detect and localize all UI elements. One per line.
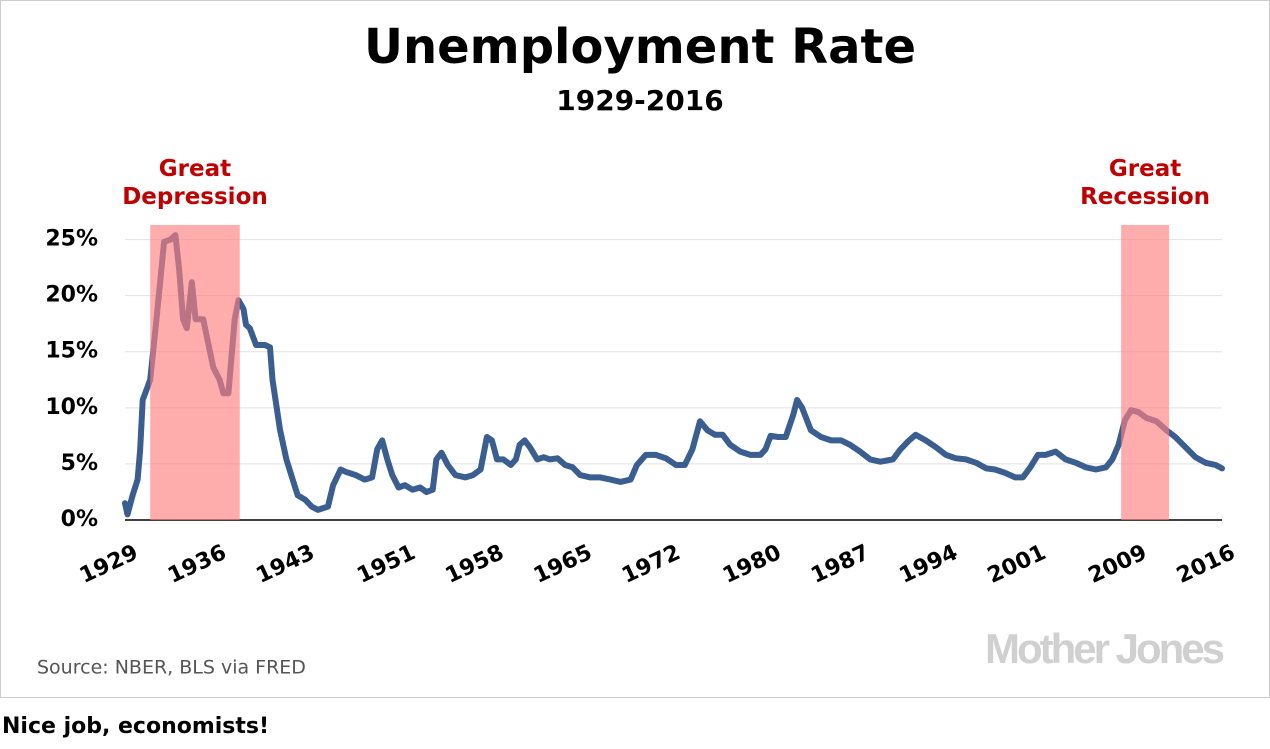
y-tick-label: 20% xyxy=(45,283,98,308)
chart-subtitle: 1929-2016 xyxy=(556,84,723,117)
data-line xyxy=(122,232,1225,518)
shaded-region xyxy=(150,225,240,520)
region-label: Great Recession xyxy=(1080,156,1210,210)
region-label: Great Depression xyxy=(122,156,268,210)
y-tick-label: 15% xyxy=(45,339,98,364)
y-tick-label: 10% xyxy=(45,395,98,420)
region-label-line: Depression xyxy=(122,184,268,210)
caption: Nice job, economists! xyxy=(2,714,269,739)
region-label-line: Great xyxy=(1109,156,1181,182)
y-tick-label: 0% xyxy=(61,507,98,532)
watermark: Mother Jones xyxy=(985,625,1224,672)
y-tick-label: 5% xyxy=(61,451,98,476)
source: Source: NBER, BLS via FRED xyxy=(37,657,306,679)
region-label-line: Great xyxy=(159,156,231,182)
y-tick-label: 25% xyxy=(45,227,98,252)
shaded-region xyxy=(1121,225,1170,520)
region-label-line: Recession xyxy=(1080,184,1210,210)
chart-title: Unemployment Rate xyxy=(364,19,916,75)
